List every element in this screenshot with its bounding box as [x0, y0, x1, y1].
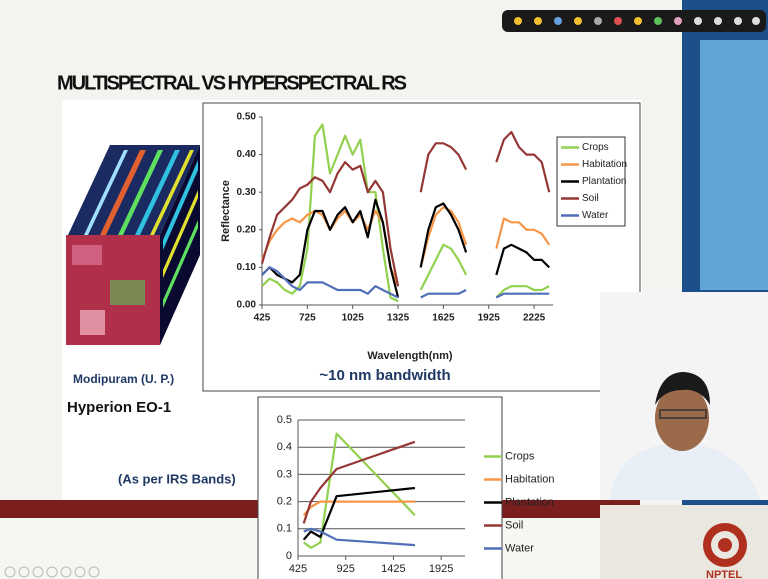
legend-label: Water — [505, 542, 534, 554]
y-tick-label: 0.20 — [237, 224, 257, 235]
sensor-name: Hyperion EO-1 — [67, 399, 171, 416]
y-tick-label: 0.1 — [277, 523, 292, 535]
image-caption: Modipuram (U. P.) — [73, 372, 174, 386]
legend-label: Soil — [505, 519, 523, 531]
legend-label: Plantation — [505, 496, 554, 508]
x-tick-label: 725 — [299, 313, 316, 324]
logo-text: NPTEL — [706, 569, 742, 579]
x-tick-label: 1925 — [429, 563, 453, 575]
y-tick-label: 0.10 — [237, 262, 257, 273]
legend-label: Habitation — [582, 159, 627, 170]
y-tick-label: 0.3 — [277, 468, 292, 480]
y-tick-label: 0 — [286, 550, 292, 562]
slide-title: MULTISPECTRAL VS HYPERSPECTRAL RS — [57, 72, 407, 94]
chart-frame — [258, 397, 502, 579]
x-tick-label: 425 — [254, 313, 271, 324]
page: MULTISPECTRAL VS HYPERSPECTRAL RS Modipu… — [0, 0, 768, 579]
slide-screenshot: MULTISPECTRAL VS HYPERSPECTRAL RS Modipu… — [0, 0, 768, 579]
x-tick-label: 425 — [289, 563, 307, 575]
y-tick-label: 0.50 — [237, 112, 257, 123]
presenter-video — [600, 292, 768, 579]
legend-label: Crops — [582, 142, 609, 153]
x-tick-label: 2225 — [523, 313, 546, 324]
x-tick-label: 925 — [337, 563, 355, 575]
x-axis-label: Wavelength(nm) — [367, 350, 452, 362]
x-tick-label: 1025 — [342, 313, 365, 324]
x-tick-label: 1925 — [478, 313, 501, 324]
y-tick-label: 0.00 — [237, 300, 257, 311]
y-tick-label: 0.2 — [277, 496, 292, 508]
legend-label: Crops — [505, 450, 535, 462]
y-tick-label: 0.40 — [237, 149, 257, 160]
legend-label: Water — [582, 210, 609, 221]
side-band-light — [700, 40, 768, 290]
x-tick-label: 1425 — [381, 563, 405, 575]
y-tick-label: 0.4 — [277, 441, 292, 453]
y-tick-label: 0.30 — [237, 187, 257, 198]
band-note: (As per IRS Bands) — [118, 471, 236, 486]
y-tick-label: 0.5 — [277, 414, 292, 426]
chart-subtitle: ~10 nm bandwidth — [319, 367, 450, 384]
legend-label: Habitation — [505, 473, 555, 485]
y-axis-label: Reflectance — [220, 180, 232, 242]
legend-label: Plantation — [582, 176, 626, 187]
legend-label: Soil — [582, 193, 599, 204]
x-tick-label: 1625 — [432, 313, 455, 324]
x-tick-label: 1325 — [387, 313, 410, 324]
